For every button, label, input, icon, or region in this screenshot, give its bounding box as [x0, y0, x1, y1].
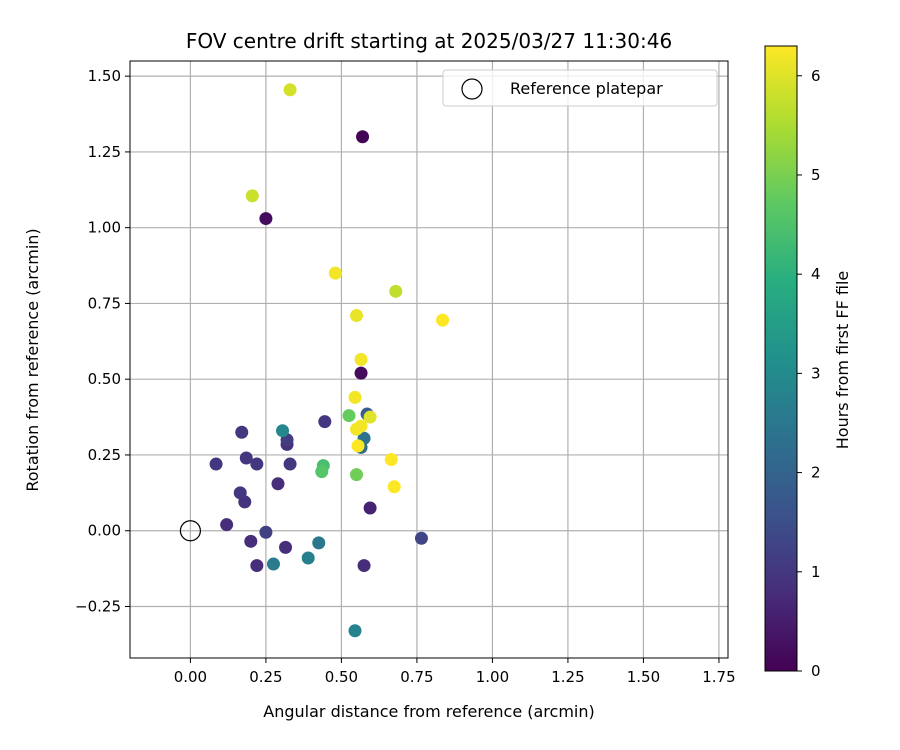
data-point-39	[436, 313, 450, 327]
data-point-15	[250, 457, 264, 471]
data-point-20	[259, 525, 273, 539]
data-point-31	[315, 465, 329, 479]
x-tick-label-6: 1.50	[627, 668, 660, 686]
data-point-12	[233, 486, 247, 500]
x-tick-label-4: 1.00	[476, 668, 509, 686]
data-point-8	[357, 559, 371, 573]
colorbar-tick-label-0: 0	[811, 662, 821, 680]
x-axis-label: Angular distance from reference (arcmin)	[263, 702, 594, 721]
data-point-0	[356, 130, 370, 144]
reference-point	[179, 520, 202, 542]
legend: Reference platepar	[442, 69, 718, 107]
data-point-32	[342, 409, 356, 423]
legend-label: Reference platepar	[510, 79, 663, 98]
x-tick-label-3: 0.75	[400, 668, 433, 686]
data-point-40	[354, 353, 368, 366]
data-point-35	[245, 189, 259, 203]
colorbar-tick-label-2: 2	[811, 464, 821, 482]
data-point-25	[312, 536, 326, 550]
data-point-18	[318, 415, 332, 429]
x-tick-label-2: 0.50	[325, 668, 358, 686]
grid	[130, 61, 728, 658]
data-point-42	[363, 410, 377, 424]
legend-box	[442, 69, 718, 107]
data-point-46	[384, 453, 398, 467]
data-point-29	[276, 424, 290, 438]
reference-marker	[179, 520, 202, 542]
y-tick-label-0: −0.25	[75, 597, 121, 615]
data-point-13	[239, 451, 253, 465]
data-points	[209, 83, 450, 638]
data-point-7	[250, 559, 264, 573]
colorbar: 0 1 2 3 4 5 6 Hours from first FF file	[764, 45, 852, 680]
colorbar-tick-label-6: 6	[811, 67, 821, 85]
data-point-21	[414, 531, 428, 545]
data-point-6	[279, 540, 293, 554]
x-tick-label-7: 1.75	[702, 668, 735, 686]
data-point-2	[354, 366, 368, 380]
data-point-26	[266, 557, 280, 571]
data-point-16	[283, 457, 297, 471]
y-tick-label-2: 0.25	[88, 446, 121, 464]
plot-frame	[129, 60, 729, 659]
y-tick-label-6: 1.25	[88, 143, 121, 161]
colorbar-tick-label-5: 5	[811, 166, 821, 184]
x-tick-label-1: 0.25	[249, 668, 282, 686]
data-point-33	[350, 468, 364, 482]
data-point-9	[271, 477, 285, 491]
x-axis-ticks: 0.00 0.25 0.50 0.75 1.00 1.25 1.50 1.75	[174, 658, 736, 686]
data-point-41	[348, 390, 362, 404]
colorbar-tick-label-1: 1	[811, 563, 821, 581]
colorbar-gradient	[764, 45, 798, 672]
x-tick-label-5: 1.25	[551, 668, 584, 686]
chart-title: FOV centre drift starting at 2025/03/27 …	[186, 29, 672, 53]
colorbar-label: Hours from first FF file	[833, 271, 852, 450]
data-point-3	[363, 501, 377, 515]
data-point-38	[328, 266, 342, 280]
data-point-17	[235, 425, 249, 439]
colorbar-ticks: 0 1 2 3 4 5 6	[797, 67, 821, 680]
y-axis-label: Rotation from reference (arcmin)	[23, 228, 42, 491]
data-point-36	[283, 83, 297, 97]
data-point-28	[348, 624, 362, 638]
data-point-45	[351, 439, 365, 453]
y-tick-label-1: 0.00	[88, 522, 121, 540]
data-point-5	[244, 534, 258, 548]
data-point-27	[301, 551, 315, 565]
data-point-37	[350, 309, 364, 323]
y-tick-label-7: 1.50	[88, 67, 121, 85]
legend-open-circle-icon	[461, 78, 483, 100]
data-point-44	[354, 419, 368, 433]
colorbar-tick-label-3: 3	[811, 364, 821, 382]
colorbar-tick-label-4: 4	[811, 265, 821, 283]
y-tick-label-4: 0.75	[88, 294, 121, 312]
x-tick-label-0: 0.00	[174, 668, 207, 686]
data-point-47	[387, 480, 401, 494]
y-tick-label-3: 0.50	[88, 370, 121, 388]
data-point-4	[220, 518, 234, 532]
y-tick-label-5: 1.00	[88, 219, 121, 237]
y-axis-ticks: −0.25 0.00 0.25 0.50 0.75 1.00 1.25 1.50	[75, 67, 130, 615]
data-point-14	[209, 457, 223, 471]
data-point-34	[389, 284, 403, 298]
data-point-1	[259, 212, 273, 226]
